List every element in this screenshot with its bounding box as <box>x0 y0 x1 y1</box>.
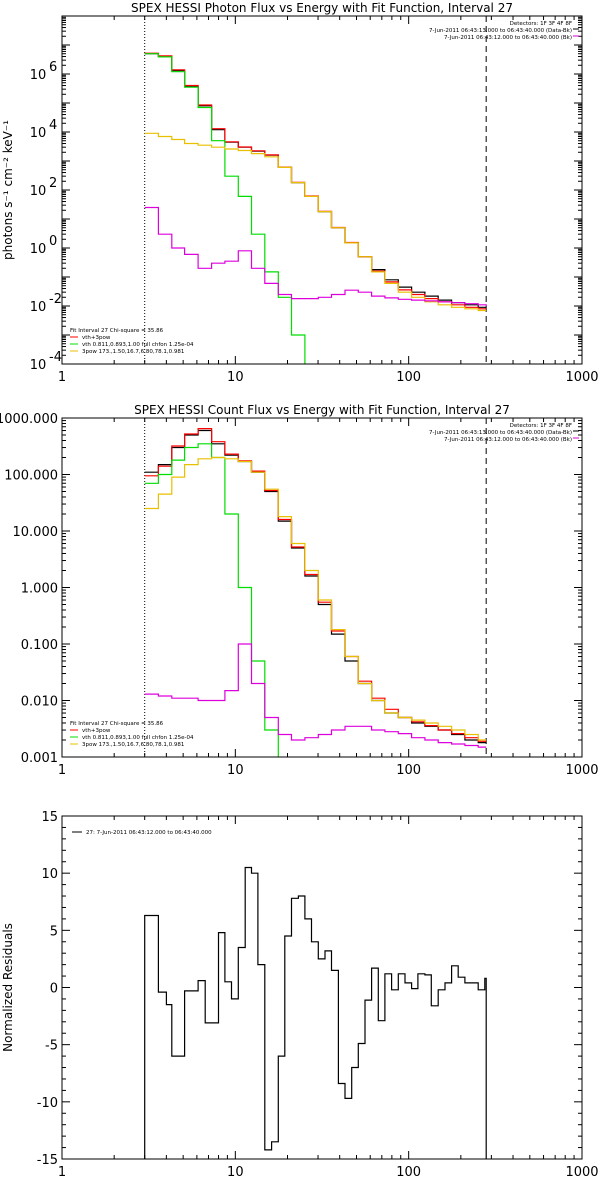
series-1-line <box>144 53 487 308</box>
y-tick-label: 10 <box>41 867 58 882</box>
y-tick-label: 1.000 <box>21 582 58 597</box>
x-tick-label: 100 <box>396 370 421 385</box>
legend-entry: 3pow 173.,1.50,16.7,6.80,78.1,0.981 <box>82 742 184 748</box>
plot-frame <box>61 417 583 758</box>
y-tick-label: 0.010 <box>21 695 58 710</box>
y-tick-label: 15 <box>41 810 58 825</box>
y-tick-label: 0.100 <box>21 638 58 653</box>
header-line: 7-Jun-2011 06:43:12.000 to 06:43:40.000 … <box>444 437 572 443</box>
legend-entry: vth+3pow <box>82 335 111 341</box>
legend-entry: Fit Interval 27 Chi-square = 35.86 <box>70 721 164 727</box>
y-tick-label: 1000.000 <box>0 412 58 427</box>
chart-panel-2: SPEX HESSI Count Flux vs Energy with Fit… <box>0 403 599 778</box>
header-line: Detectors: 1F 3F 4F 8F <box>510 423 572 429</box>
x-tick-label: 1 <box>58 370 66 385</box>
y-tick-exponent: 4 <box>49 118 57 133</box>
x-tick-label: 1 <box>58 1165 66 1180</box>
series-2-line <box>144 428 487 742</box>
y-tick-label: 0 <box>50 982 58 997</box>
legend-entry: vth 0.811,0.893,1.00 full chfon 1.25e-04 <box>82 342 194 348</box>
series-2-line <box>144 52 487 310</box>
x-tick-label: 1000 <box>565 763 598 778</box>
legend-entry: vth 0.811,0.893,1.00 full chfon 1.25e-04 <box>82 735 194 741</box>
legend-entry: 3pow 173.,1.50,16.7,6.80,78.1,0.981 <box>82 349 184 355</box>
y-tick-label: 10 <box>30 126 47 141</box>
y-tick-label: -15 <box>37 1153 58 1168</box>
x-tick-label: 1 <box>58 763 66 778</box>
y-tick-label: -10 <box>37 1096 58 1111</box>
y-tick-label: 10.000 <box>13 525 59 540</box>
x-tick-label: 10 <box>227 1165 244 1180</box>
series-3-line <box>144 443 279 757</box>
y-tick-label: -5 <box>45 1039 58 1054</box>
series-4-line <box>144 132 487 312</box>
legend-entry: vth+3pow <box>82 728 111 734</box>
chart-title: SPEX HESSI Count Flux vs Energy with Fit… <box>134 403 510 417</box>
legend-entry: 27: 7-Jun-2011 06:43:12.000 to 06:43:40.… <box>86 830 212 836</box>
y-tick-label: 100.000 <box>4 469 58 484</box>
header-line: 7-Jun-2011 06:43:13.000 to 06:43:40.000 … <box>429 28 572 34</box>
legend-entry: Fit Interval 27 Chi-square = 35.86 <box>70 328 164 334</box>
y-tick-label: 10 <box>30 184 47 199</box>
y-axis-label: photons s⁻¹ cm⁻² keV⁻¹ <box>1 120 15 260</box>
y-tick-exponent: 6 <box>49 60 57 75</box>
y-axis-label: Normalized Residuals <box>1 923 15 1052</box>
x-tick-label: 10 <box>227 370 244 385</box>
series-5-line <box>144 206 487 306</box>
y-tick-label: 10 <box>30 242 47 257</box>
y-tick-exponent: -2 <box>49 292 62 307</box>
y-tick-label: 10 <box>30 300 47 315</box>
y-tick-label: 5 <box>50 924 58 939</box>
chart-panel-3: 1 10 100 1000 -15 -10 -5 0 5 10 15 Normalized Resid… <box>1 810 599 1180</box>
header-line: Detectors: 1F 3F 4F 8F <box>510 21 572 27</box>
y-tick-exponent: 2 <box>49 176 57 191</box>
series-5-line <box>144 643 487 748</box>
plot-frame <box>61 815 583 1160</box>
header-line: 7-Jun-2011 06:43:12.000 to 06:43:40.000 … <box>444 35 572 41</box>
y-tick-label: 10 <box>30 358 47 373</box>
chart-title: SPEX HESSI Photon Flux vs Energy with Fi… <box>131 1 513 15</box>
chart-panel-1: SPEX HESSI Photon Flux vs Energy with Fi… <box>1 1 599 385</box>
series-1-line <box>144 866 487 1159</box>
plot-frame <box>61 15 583 365</box>
series-1-line <box>144 429 487 744</box>
series-3-line <box>144 53 306 364</box>
x-tick-label: 1000 <box>565 370 598 385</box>
x-tick-label: 10 <box>227 763 244 778</box>
y-tick-exponent: -4 <box>49 350 62 365</box>
x-tick-label: 100 <box>396 1165 421 1180</box>
y-tick-label: 10 <box>30 68 47 83</box>
header-line: 7-Jun-2011 06:43:13.000 to 06:43:40.000 … <box>429 430 572 436</box>
x-tick-label: 100 <box>396 763 421 778</box>
y-tick-exponent: 0 <box>49 234 57 249</box>
x-tick-label: 1000 <box>565 1165 598 1180</box>
y-tick-label: 0.001 <box>21 751 58 766</box>
series-4-line <box>144 456 487 741</box>
